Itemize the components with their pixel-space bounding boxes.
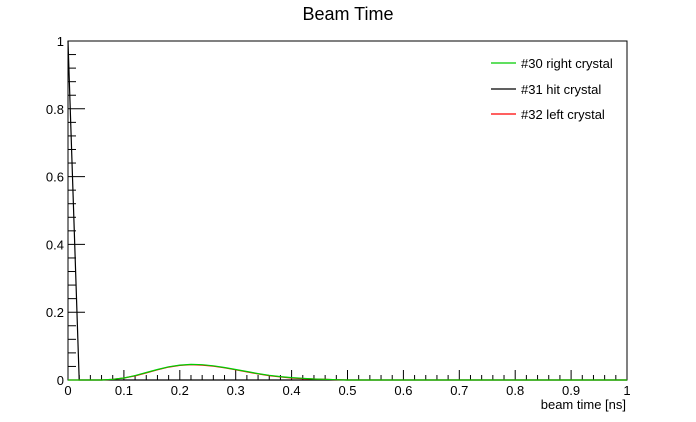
y-axis: 0 0.2 0.4 0.6 0.8 1 <box>46 34 85 388</box>
x-axis-label: beam time [ns] <box>541 397 626 412</box>
x-tick-label: 0.9 <box>562 383 580 398</box>
y-tick-label: 0.6 <box>46 170 64 185</box>
series-layer <box>67 40 627 381</box>
legend: #30 right crystal #31 hit crystal #32 left… <box>491 56 613 122</box>
legend-entry-0: #30 right crystal <box>521 56 613 71</box>
y-tick-label: 0.8 <box>46 102 64 117</box>
x-tick-label: 0.6 <box>394 383 412 398</box>
x-axis: 0 0.1 0.2 0.3 0.4 0.5 0.6 0.7 0.8 0.9 1 <box>64 370 631 398</box>
y-tick-label: 0.2 <box>46 305 64 320</box>
x-tick-label: 1 <box>623 383 630 398</box>
series-line-0 <box>68 363 627 381</box>
y-tick-label: 0 <box>57 373 64 388</box>
x-tick-label: 0.4 <box>283 383 301 398</box>
x-tick-label: 0.7 <box>450 383 468 398</box>
y-tick-label: 1 <box>57 34 64 49</box>
legend-entry-2: #32 left crystal <box>521 107 605 122</box>
x-tick-label: 0.2 <box>171 383 189 398</box>
x-tick-label: 0.5 <box>338 383 356 398</box>
x-tick-label: 0.3 <box>227 383 245 398</box>
legend-entry-1: #31 hit crystal <box>521 82 601 97</box>
x-tick-label: 0.1 <box>115 383 133 398</box>
y-tick-label: 0.4 <box>46 237 64 252</box>
chart-title: Beam Time <box>302 4 393 24</box>
x-tick-label: 0 <box>64 383 71 398</box>
x-tick-label: 0.8 <box>506 383 524 398</box>
